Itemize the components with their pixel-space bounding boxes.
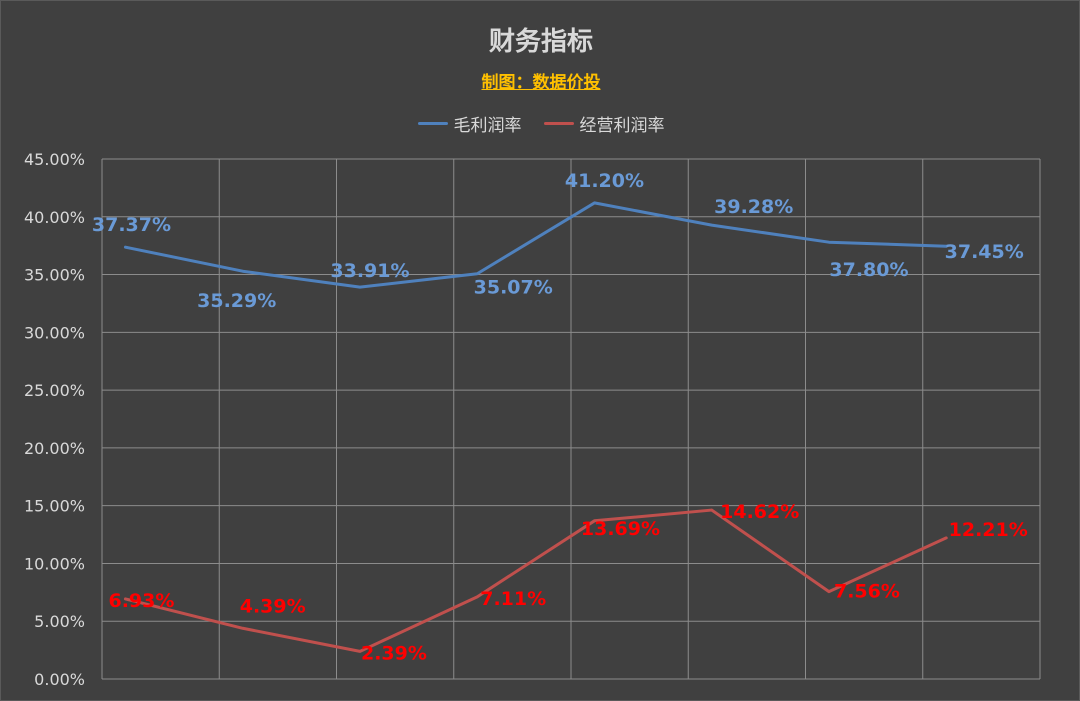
chart-title: 财务指标 xyxy=(488,27,593,57)
data-label: 13.69% xyxy=(581,518,660,540)
data-label: 12.21% xyxy=(949,519,1028,541)
y-tick-label: 15.00% xyxy=(24,497,85,516)
y-tick-label: 0.00% xyxy=(34,670,85,689)
chart-legend: 毛利润率 经营利润率 xyxy=(1,111,1080,136)
data-label: 35.29% xyxy=(197,290,276,312)
y-tick-label: 25.00% xyxy=(24,381,85,400)
legend-swatch-operating-margin xyxy=(543,122,574,125)
data-label: 7.56% xyxy=(834,581,900,603)
y-tick-label: 5.00% xyxy=(34,612,85,631)
data-label: 39.28% xyxy=(714,196,793,218)
data-label: 2.39% xyxy=(361,642,427,664)
series-line-0 xyxy=(123,201,948,289)
data-label: 37.80% xyxy=(829,259,908,281)
data-label: 37.45% xyxy=(945,241,1024,263)
legend-label-gross-margin: 毛利润率 xyxy=(453,116,522,136)
y-tick-label: 40.00% xyxy=(24,208,85,227)
data-label: 14.62% xyxy=(720,501,799,523)
data-label: 6.93% xyxy=(108,590,174,612)
legend-item-gross-margin: 毛利润率 xyxy=(417,111,522,136)
y-tick-label: 10.00% xyxy=(24,554,85,573)
legend-swatch-gross-margin xyxy=(417,122,448,125)
y-tick-label: 35.00% xyxy=(24,266,85,285)
series-line-1 xyxy=(123,508,948,653)
data-label: 33.91% xyxy=(330,260,409,282)
legend-item-operating-margin: 经营利润率 xyxy=(543,111,665,136)
y-tick-label: 30.00% xyxy=(24,323,85,342)
data-label: 35.07% xyxy=(474,277,553,299)
y-tick-label: 45.00% xyxy=(24,150,85,169)
data-label: 4.39% xyxy=(240,595,306,617)
chart-subtitle: 制图：数据价投 xyxy=(481,73,601,93)
data-label: 41.20% xyxy=(565,170,644,192)
y-tick-label: 20.00% xyxy=(24,439,85,458)
legend-label-operating-margin: 经营利润率 xyxy=(579,116,665,136)
data-label: 7.11% xyxy=(480,588,546,610)
data-label: 37.37% xyxy=(92,214,171,236)
